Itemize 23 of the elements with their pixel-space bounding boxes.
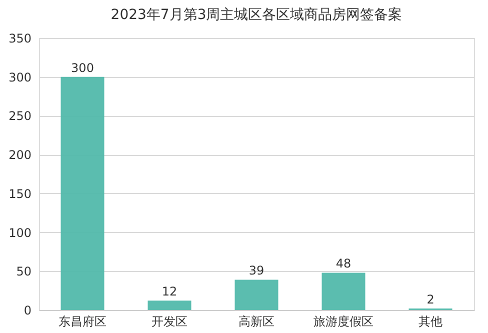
- y-tick-label: 200: [8, 148, 32, 162]
- y-tick-label: 300: [8, 70, 32, 84]
- y-tick-label: 100: [8, 226, 32, 240]
- x-tick-label: 旅游度假区: [314, 314, 374, 328]
- data-label: 300: [71, 60, 94, 75]
- x-tick-label: 高新区: [238, 314, 274, 328]
- x-tick-label: 东昌府区: [58, 314, 106, 328]
- bar: [148, 300, 192, 310]
- data-label: 2: [426, 292, 434, 306]
- x-tick-label: 开发区: [152, 314, 188, 328]
- y-tick-label: 150: [8, 186, 32, 201]
- data-label: 12: [162, 284, 178, 299]
- data-label: 39: [248, 264, 264, 278]
- bar: [234, 280, 278, 310]
- bar: [60, 76, 104, 310]
- y-tick-label: 250: [8, 109, 32, 124]
- data-label: 48: [336, 256, 352, 271]
- x-tick-label: 其他: [418, 314, 442, 328]
- y-tick-label: 350: [8, 32, 32, 46]
- bar: [322, 272, 366, 310]
- y-tick-label: 50: [16, 264, 32, 279]
- y-tick-label: 0: [24, 304, 32, 318]
- chart-title: 2023年7月第3周主城区各区域商品房网签备案: [110, 6, 402, 23]
